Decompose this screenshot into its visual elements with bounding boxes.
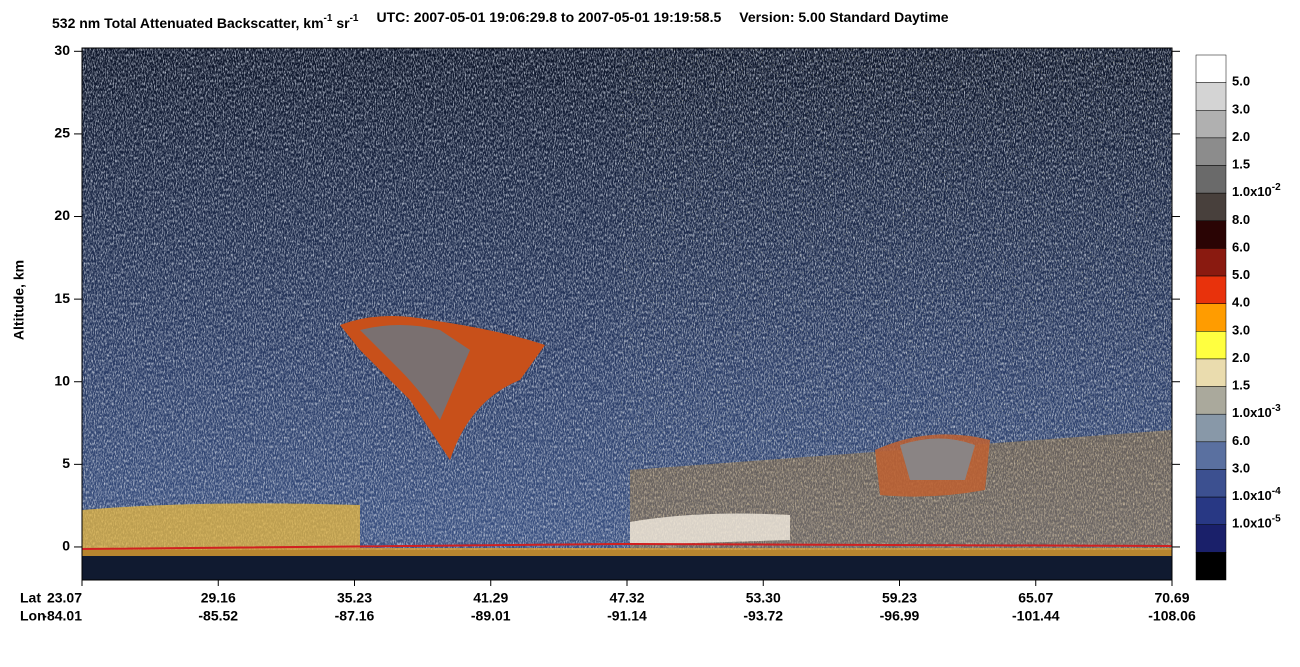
colorbar-swatch xyxy=(1195,331,1227,360)
colorbar-label: 2.0 xyxy=(1232,350,1250,365)
y-tick-label: 20 xyxy=(54,207,70,223)
colorbar-label-text: 1.0x10 xyxy=(1232,516,1272,531)
x-tick-label: -101.44 xyxy=(1012,608,1060,624)
title-text: Version: 5.00 Standard Daytime xyxy=(739,9,949,25)
colorbar-swatch xyxy=(1195,192,1227,222)
colorbar-swatch xyxy=(1195,386,1227,415)
colorbar-label: 1.0x10-3 xyxy=(1232,403,1281,421)
title-text: 532 nm Total Attenuated Backscatter, km xyxy=(52,15,324,31)
colorbar-swatch xyxy=(1195,248,1227,277)
colorbar-swatch xyxy=(1195,220,1227,249)
colorbar-label: 5.0 xyxy=(1232,74,1250,89)
x-tick-label: 53.30 xyxy=(746,590,781,606)
colorbar-label-text: 1.5 xyxy=(1232,378,1250,393)
colorbar-label-text: 3.0 xyxy=(1232,102,1250,117)
y-tick-label: 25 xyxy=(54,125,70,141)
x-tick-label: 41.29 xyxy=(473,590,508,606)
colorbar-label-text: 1.0x10 xyxy=(1232,489,1272,504)
x-tick-label: -89.01 xyxy=(471,608,511,624)
colorbar-label-sup: -4 xyxy=(1272,486,1281,497)
colorbar-label: 6.0 xyxy=(1232,240,1250,255)
colorbar-label-text: 4.0 xyxy=(1232,295,1250,310)
y-tick-label: 30 xyxy=(54,42,70,58)
colorbar-label: 1.0x10-4 xyxy=(1232,486,1281,504)
colorbar-swatch xyxy=(1195,275,1227,304)
colorbar-swatch xyxy=(1195,552,1227,581)
colorbar-label-text: 6.0 xyxy=(1232,240,1250,255)
x-tick-label: -84.01 xyxy=(42,608,82,624)
colorbar-label: 8.0 xyxy=(1232,212,1250,227)
chart-title: 532 nm Total Attenuated Backscatter, km-… xyxy=(52,9,949,31)
colorbar-swatch xyxy=(1195,54,1227,83)
colorbar-label-sup: -2 xyxy=(1272,182,1281,193)
colorbar-label: 3.0 xyxy=(1232,461,1250,476)
colorbar-label-text: 8.0 xyxy=(1232,212,1250,227)
colorbar-label: 3.0 xyxy=(1232,102,1250,117)
colorbar-label-text: 2.0 xyxy=(1232,350,1250,365)
colorbar-swatch xyxy=(1195,358,1227,387)
colorbar-label-sup: -5 xyxy=(1272,513,1281,524)
x-row-name: Lon xyxy=(20,608,46,624)
x-tick-label: -93.72 xyxy=(743,608,783,624)
x-tick-label: 59.23 xyxy=(882,590,917,606)
title-text: UTC: 2007-05-01 19:06:29.8 to 2007-05-01… xyxy=(376,9,721,25)
colorbar-label: 3.0 xyxy=(1232,323,1250,338)
colorbar-swatch xyxy=(1195,524,1227,553)
x-tick-label: 29.16 xyxy=(201,590,236,606)
title-superscript: -1 xyxy=(350,13,359,24)
colorbar-label: 4.0 xyxy=(1232,295,1250,310)
y-tick-label: 15 xyxy=(54,290,70,306)
x-tick-label: 65.07 xyxy=(1018,590,1053,606)
colorbar-label-text: 1.0x10 xyxy=(1232,185,1272,200)
x-tick-label: 35.23 xyxy=(337,590,372,606)
y-tick-label: 10 xyxy=(54,372,70,388)
colorbar-swatch xyxy=(1195,165,1227,194)
backscatter-image xyxy=(82,48,1172,580)
colorbar-label-text: 1.5 xyxy=(1232,157,1250,172)
colorbar-swatch xyxy=(1195,441,1227,470)
title-superscript: -1 xyxy=(324,13,333,24)
colorbar-label-sup: -3 xyxy=(1272,403,1281,414)
colorbar-label: 2.0 xyxy=(1232,129,1250,144)
colorbar-label-text: 5.0 xyxy=(1232,74,1250,89)
colorbar-label-text: 6.0 xyxy=(1232,433,1250,448)
x-tick-label: -96.99 xyxy=(880,608,920,624)
colorbar-label: 1.0x10-5 xyxy=(1232,513,1281,531)
y-axis-label: Altitude, km xyxy=(11,260,27,340)
colorbar-swatch xyxy=(1195,469,1227,498)
colorbar-swatch xyxy=(1195,82,1227,111)
x-tick-label: -87.16 xyxy=(335,608,375,624)
colorbar-label: 6.0 xyxy=(1232,433,1250,448)
colorbar-label-text: 5.0 xyxy=(1232,267,1250,282)
colorbar-label: 1.5 xyxy=(1232,157,1250,172)
colorbar-swatch xyxy=(1195,413,1227,443)
x-tick-label: -85.52 xyxy=(198,608,238,624)
colorbar-label: 1.0x10-2 xyxy=(1232,182,1281,200)
x-tick-label: -108.06 xyxy=(1148,608,1196,624)
title-text: sr xyxy=(332,15,350,31)
x-row-name: Lat xyxy=(20,590,41,606)
colorbar-label-text: 1.0x10 xyxy=(1232,406,1272,421)
colorbar-swatch xyxy=(1195,110,1227,139)
x-tick-label: 70.69 xyxy=(1154,590,1189,606)
y-tick-label: 5 xyxy=(62,455,70,471)
colorbar-swatch xyxy=(1195,496,1227,525)
colorbar-label: 5.0 xyxy=(1232,267,1250,282)
colorbar-label: 1.5 xyxy=(1232,378,1250,393)
colorbar-swatch xyxy=(1195,137,1227,166)
x-tick-label: 47.32 xyxy=(609,590,644,606)
colorbar-label-text: 3.0 xyxy=(1232,461,1250,476)
y-tick-label: 0 xyxy=(62,538,70,554)
colorbar-label-text: 2.0 xyxy=(1232,129,1250,144)
x-tick-label: -91.14 xyxy=(607,608,647,624)
x-tick-label: 23.07 xyxy=(47,590,82,606)
colorbar-swatch xyxy=(1195,303,1227,332)
colorbar-label-text: 3.0 xyxy=(1232,323,1250,338)
